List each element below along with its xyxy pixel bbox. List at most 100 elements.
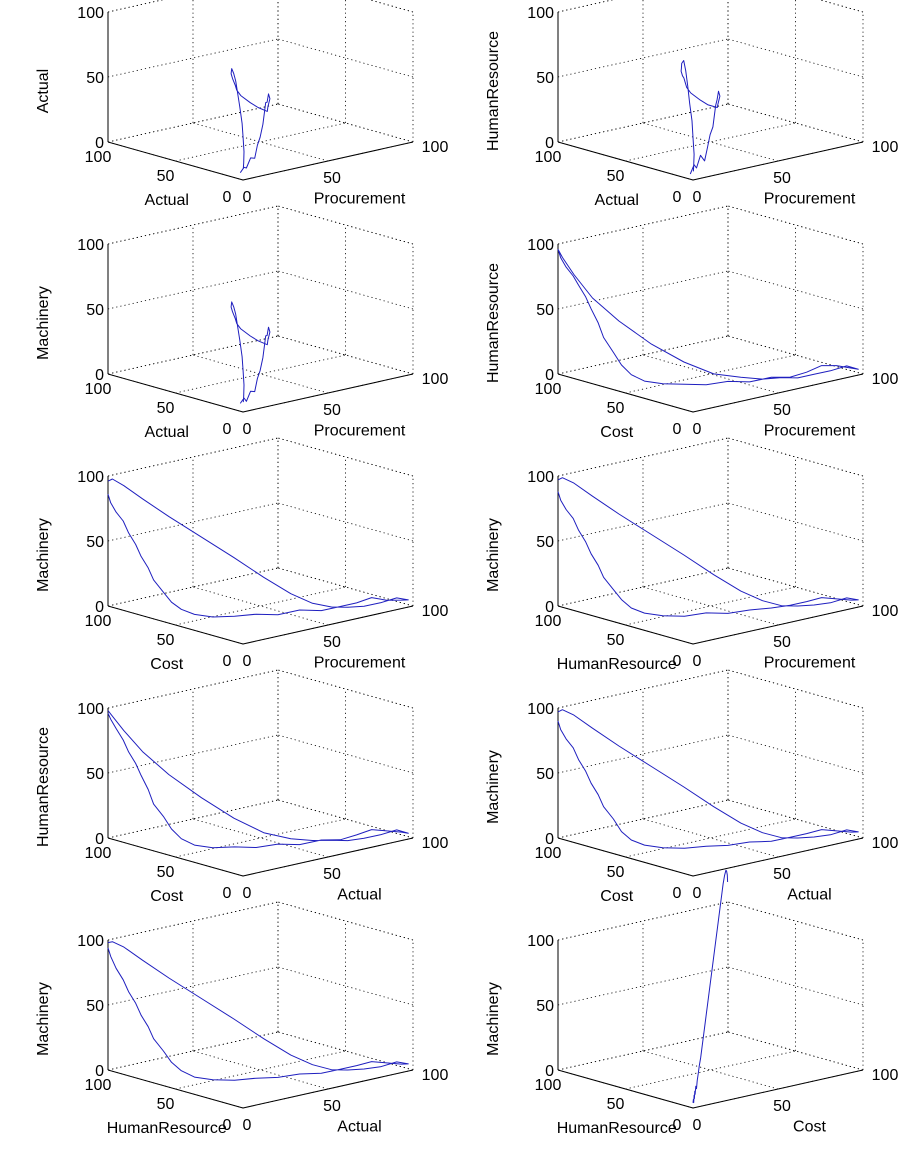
box-edge (557, 0, 614, 13)
y-axis-line (107, 1069, 244, 1109)
x-tick-label: 0 (693, 885, 702, 902)
y-tick-label: 50 (157, 168, 175, 185)
floor-gridline-x (642, 818, 779, 858)
y-tick-label: 100 (535, 381, 562, 398)
y-tick-label: 100 (85, 1077, 112, 1094)
z-tick-label: 100 (77, 469, 104, 486)
z-tick-label: 100 (527, 237, 554, 254)
x-axis-line (242, 837, 414, 877)
y-axis-label: Actual (145, 424, 189, 441)
z-axis-label: Machinery (35, 286, 52, 360)
y-axis-label: Actual (145, 192, 189, 209)
x-tick-label: 50 (773, 1098, 791, 1115)
x-tick-label: 50 (323, 634, 341, 651)
box-edge (557, 669, 729, 709)
x-axis-line (242, 1069, 414, 1109)
y-axis-line (557, 1069, 694, 1109)
box-edge (277, 901, 414, 941)
box-edge (818, 0, 864, 13)
x-tick-label: 50 (323, 402, 341, 419)
y-axis-label: Cost (150, 888, 183, 905)
x-tick-label: 50 (323, 1098, 341, 1115)
data-trace (230, 68, 271, 173)
y-tick-label: 50 (157, 632, 175, 649)
y-tick-label: 50 (607, 1096, 625, 1113)
x-axis-label: Procurement (764, 422, 856, 439)
y-tick-label: 0 (223, 1117, 232, 1134)
box-edge (727, 205, 864, 245)
x-axis-label: Actual (787, 886, 831, 903)
z-tick-label: 50 (86, 766, 104, 783)
z-tick-label: 0 (545, 367, 554, 384)
floor-gridline-y (175, 586, 346, 626)
y-axis-label: Actual (595, 192, 639, 209)
floor-gridline-x (192, 586, 329, 626)
y-tick-label: 100 (85, 381, 112, 398)
side-wall-gridline-z (277, 38, 414, 78)
y-axis-line (557, 141, 694, 181)
x-tick-label: 0 (693, 1117, 702, 1134)
data-trace (557, 477, 859, 617)
floor-gridline-y (175, 1050, 346, 1090)
box-edge (107, 437, 279, 477)
z-tick-label: 0 (545, 831, 554, 848)
z-axis-label: HumanResource (35, 727, 52, 847)
y-tick-label: 50 (607, 864, 625, 881)
subplot-4: 050100050100050100ProcurementCostHumanRe… (485, 205, 899, 441)
z-tick-label: 50 (86, 998, 104, 1015)
y-tick-label: 0 (673, 1117, 682, 1134)
z-tick-label: 50 (536, 766, 554, 783)
floor-gridline-y (625, 818, 796, 858)
side-wall-gridline-z (727, 38, 864, 78)
x-tick-label: 0 (243, 653, 252, 670)
box-edge (727, 669, 864, 709)
z-tick-label: 50 (536, 998, 554, 1015)
floor-gridline-y (625, 354, 796, 394)
y-axis-label: Cost (600, 424, 633, 441)
subplot-1: 050100050100050100ProcurementActualActua… (35, 0, 448, 209)
floor-gridline-y (175, 122, 346, 162)
y-axis-line (107, 373, 244, 413)
box-edge (107, 0, 164, 13)
z-axis-label: Machinery (35, 518, 52, 592)
y-axis-label: HumanResource (557, 656, 677, 673)
y-axis-line (557, 837, 694, 877)
y-tick-label: 50 (157, 400, 175, 417)
y-tick-label: 0 (223, 421, 232, 438)
x-tick-label: 100 (422, 371, 449, 388)
x-axis-line (692, 837, 864, 877)
box-edge (107, 205, 279, 245)
x-axis-label: Procurement (314, 190, 406, 207)
x-axis-line (692, 605, 864, 645)
x-tick-label: 0 (693, 189, 702, 206)
z-axis-label: HumanResource (485, 263, 502, 383)
side-wall-gridline-z (277, 502, 414, 542)
x-tick-label: 0 (243, 885, 252, 902)
x-tick-label: 100 (872, 1067, 899, 1084)
y-axis-label: HumanResource (557, 1120, 677, 1137)
z-tick-label: 50 (536, 70, 554, 87)
box-edge (557, 437, 729, 477)
side-wall-gridline-z (727, 734, 864, 774)
x-axis-line (242, 141, 414, 181)
back-wall-gridline-z (557, 270, 729, 310)
floor-gridline-y (175, 818, 346, 858)
z-axis-label: Machinery (485, 750, 502, 824)
x-tick-label: 100 (422, 603, 449, 620)
side-wall-gridline-z (277, 966, 414, 1006)
z-tick-label: 0 (95, 367, 104, 384)
x-axis-line (692, 1069, 864, 1109)
z-axis-label: Machinery (485, 982, 502, 1056)
x-axis-label: Actual (337, 886, 381, 903)
z-tick-label: 100 (77, 933, 104, 950)
z-tick-label: 0 (95, 135, 104, 152)
floor-gridline-x (192, 122, 329, 162)
floor-gridline-x (192, 354, 329, 394)
z-tick-label: 50 (536, 534, 554, 551)
subplot-9: 050100050100050100ActualHumanResourceMac… (35, 901, 448, 1137)
z-tick-label: 0 (95, 831, 104, 848)
x-tick-label: 100 (872, 371, 899, 388)
box-edge (277, 669, 414, 709)
x-tick-label: 100 (422, 835, 449, 852)
